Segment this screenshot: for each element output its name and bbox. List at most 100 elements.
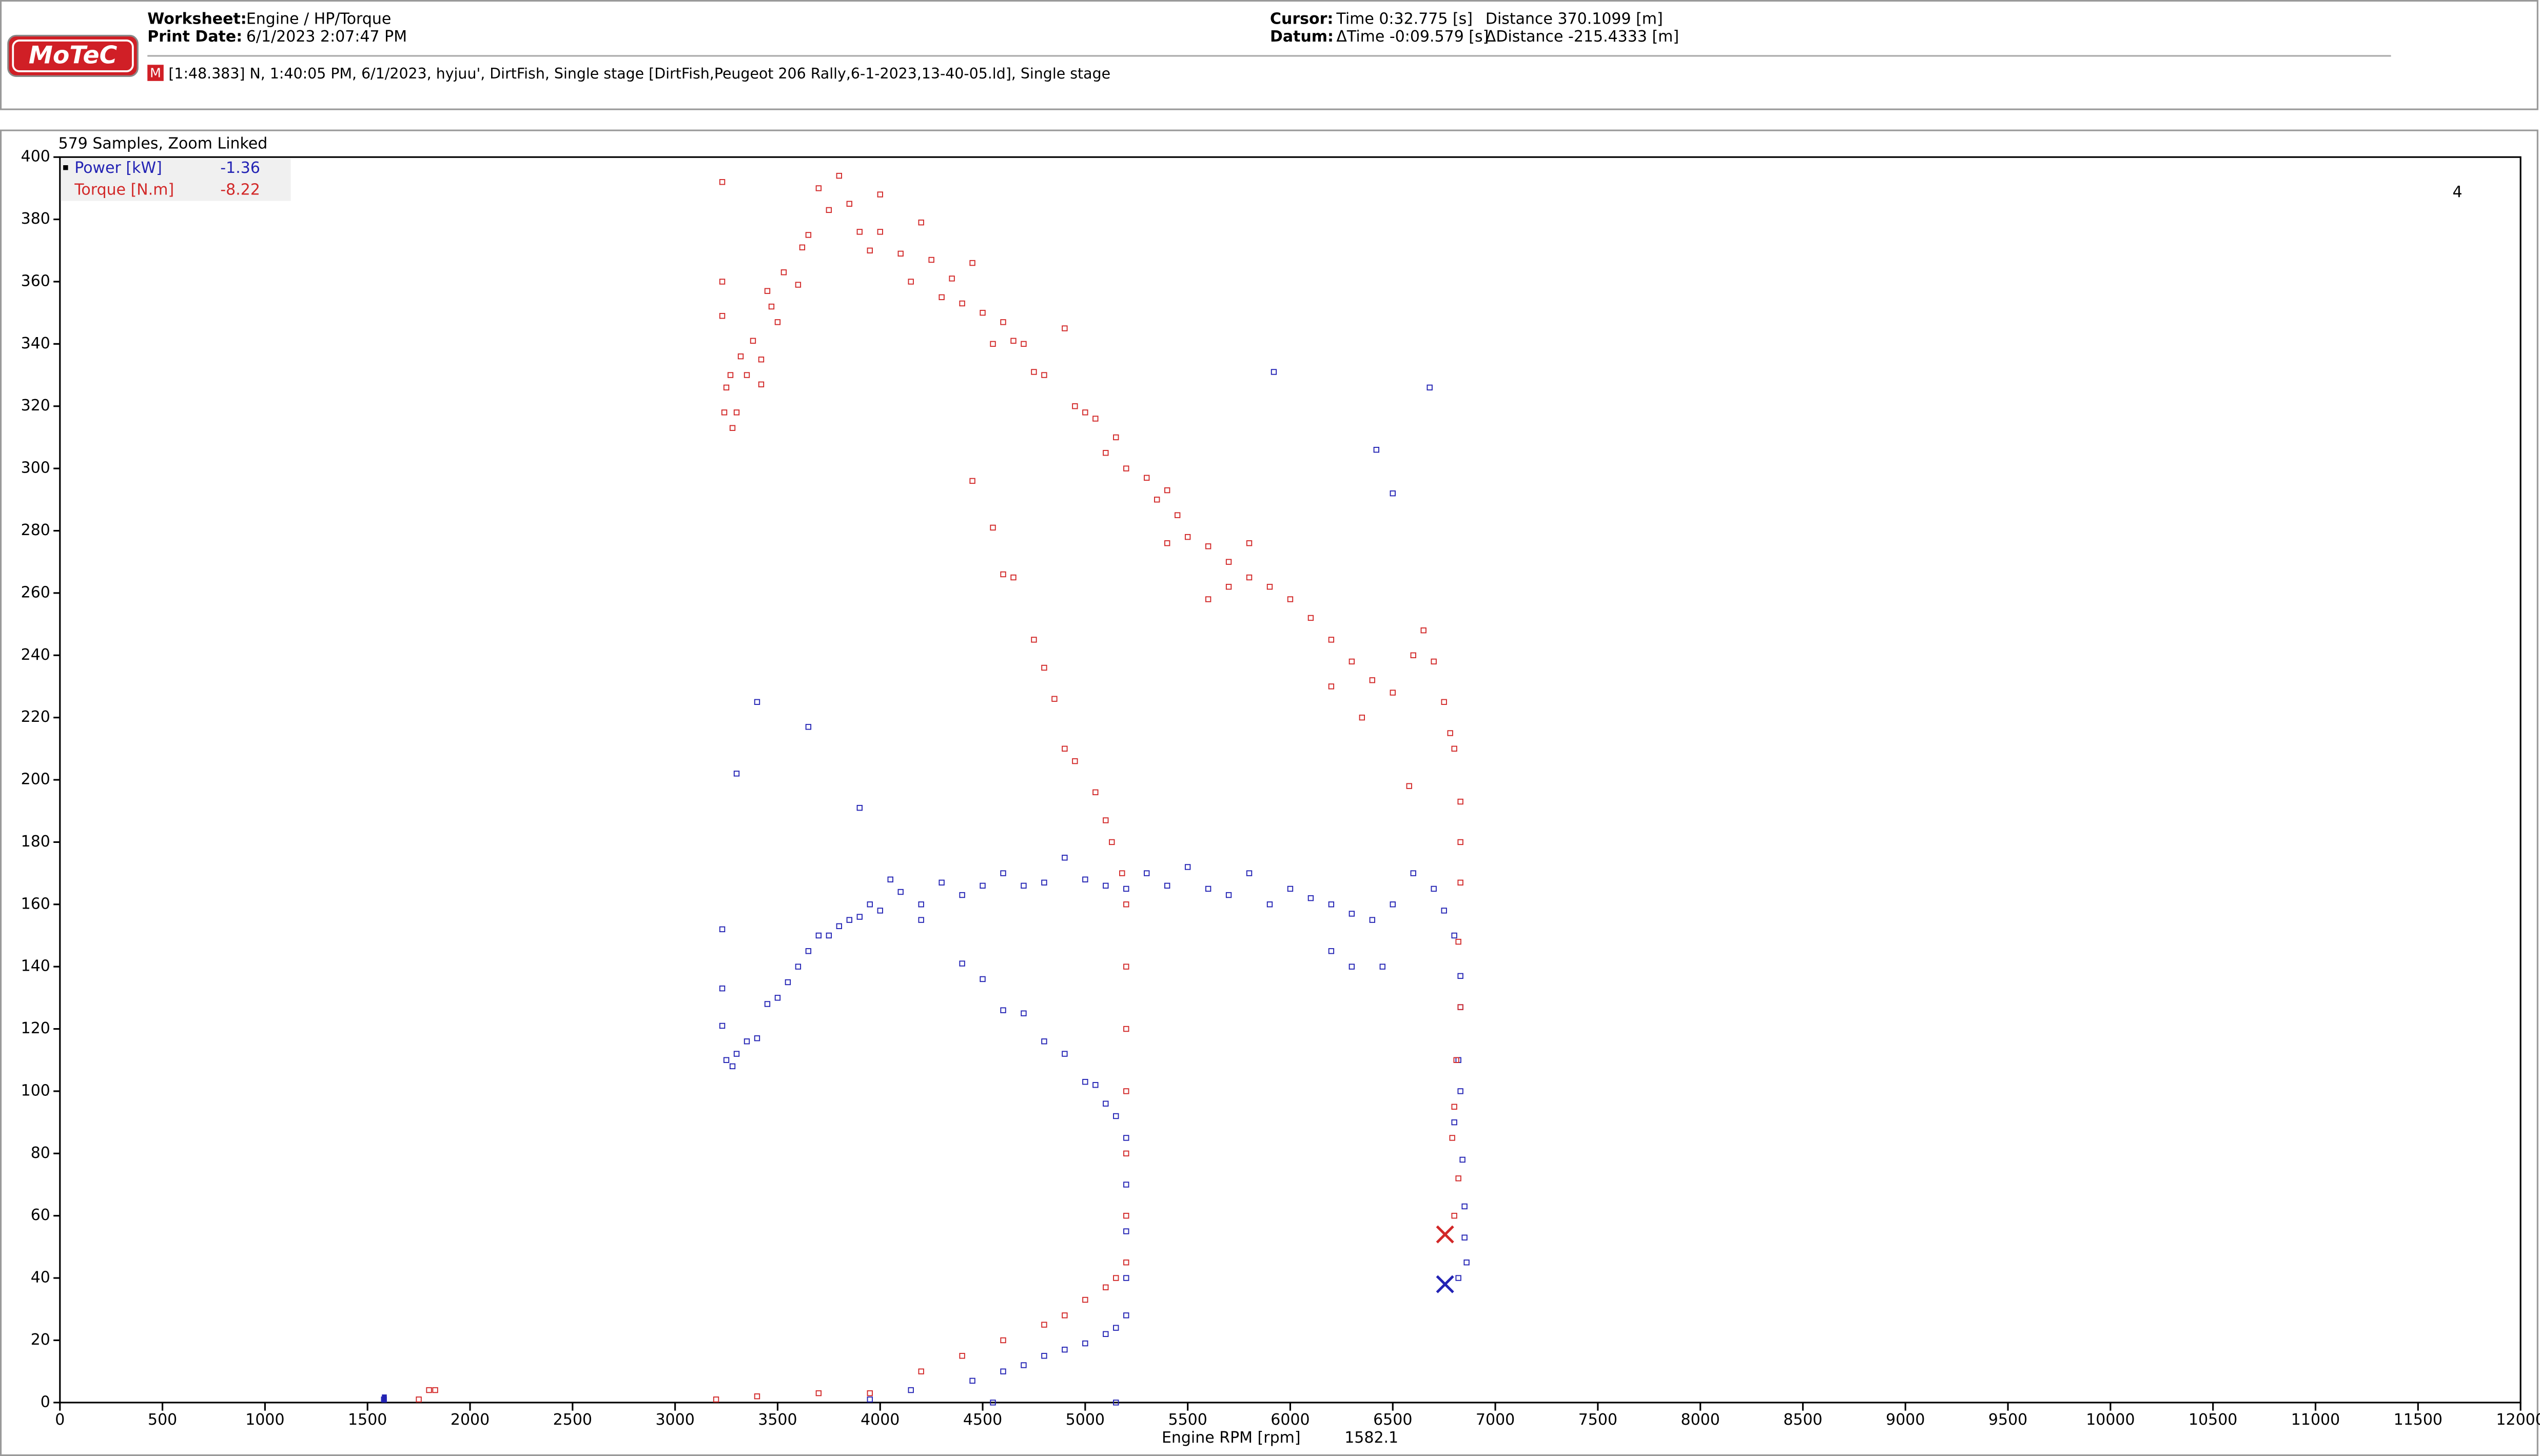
data-point bbox=[1457, 879, 1463, 886]
data-point bbox=[1154, 497, 1160, 503]
data-point bbox=[1072, 758, 1078, 764]
data-point bbox=[758, 357, 765, 363]
data-point bbox=[928, 257, 934, 263]
data-point bbox=[1184, 534, 1191, 540]
data-point bbox=[1307, 615, 1314, 621]
data-point bbox=[959, 1353, 965, 1359]
session-badge bbox=[147, 65, 164, 81]
data-point bbox=[826, 932, 832, 939]
data-point bbox=[1390, 690, 1396, 696]
data-point bbox=[969, 260, 975, 266]
data-point bbox=[1457, 839, 1463, 845]
data-point bbox=[1457, 1088, 1463, 1094]
data-point bbox=[744, 372, 750, 378]
data-point bbox=[867, 1390, 873, 1396]
data-point bbox=[1113, 434, 1119, 441]
data-point bbox=[1410, 652, 1416, 658]
data-point bbox=[1123, 1135, 1129, 1141]
data-point bbox=[1113, 1325, 1119, 1331]
y-tick-label: 80 bbox=[31, 1144, 50, 1162]
data-point bbox=[1225, 584, 1232, 590]
y-tick-label: 0 bbox=[41, 1393, 50, 1411]
data-point bbox=[780, 269, 787, 276]
data-point bbox=[1453, 1057, 1459, 1063]
data-point bbox=[846, 201, 852, 207]
data-point bbox=[1455, 938, 1461, 945]
data-point bbox=[432, 1387, 438, 1393]
data-point bbox=[723, 1057, 730, 1063]
data-point bbox=[758, 381, 765, 387]
data-point bbox=[1103, 1100, 1109, 1107]
data-point bbox=[1021, 882, 1027, 889]
data-point bbox=[1062, 1312, 1068, 1319]
data-point bbox=[1123, 1213, 1129, 1219]
data-point bbox=[719, 1022, 726, 1029]
data-point bbox=[969, 478, 975, 484]
x-tick-label: 4500 bbox=[963, 1411, 1002, 1429]
data-point bbox=[836, 172, 843, 179]
data-point bbox=[1144, 870, 1150, 876]
session-badge-text: M bbox=[150, 66, 161, 81]
data-point bbox=[1451, 1119, 1457, 1126]
data-point bbox=[1287, 596, 1294, 602]
data-point bbox=[1123, 1312, 1129, 1319]
label: Print Date: bbox=[147, 28, 242, 46]
data-point bbox=[1062, 1346, 1068, 1353]
y-tick-label: 180 bbox=[21, 833, 50, 851]
data-point bbox=[727, 372, 734, 378]
data-point bbox=[1000, 1368, 1006, 1374]
data-point bbox=[959, 960, 965, 967]
data-point bbox=[1266, 901, 1273, 908]
x-tick-label: 6000 bbox=[1271, 1411, 1310, 1429]
y-tick-label: 40 bbox=[31, 1269, 50, 1287]
data-point bbox=[1123, 1260, 1129, 1266]
data-point bbox=[1123, 886, 1129, 892]
value: ΔTime -0:09.579 [s] bbox=[1336, 28, 1489, 46]
data-point bbox=[1427, 384, 1433, 391]
data-point bbox=[1457, 973, 1463, 979]
data-point bbox=[1164, 882, 1170, 889]
data-point bbox=[887, 876, 893, 882]
legend-label: Power [kW] bbox=[74, 159, 162, 177]
data-point bbox=[1451, 1104, 1457, 1110]
data-point bbox=[1455, 1175, 1461, 1182]
data-point bbox=[918, 917, 924, 923]
logo bbox=[7, 34, 139, 77]
data-point bbox=[1123, 1228, 1129, 1234]
x-tick-label: 5000 bbox=[1066, 1411, 1105, 1429]
data-point bbox=[799, 244, 806, 250]
data-point bbox=[1369, 917, 1375, 923]
data-point bbox=[846, 917, 852, 923]
data-point bbox=[1000, 319, 1006, 325]
data-point bbox=[754, 699, 760, 705]
data-point bbox=[1041, 664, 1047, 671]
data-point bbox=[733, 409, 740, 416]
data-point bbox=[877, 229, 883, 235]
data-point bbox=[1082, 1079, 1088, 1085]
data-point bbox=[721, 409, 728, 416]
data-point bbox=[1144, 475, 1150, 481]
data-point bbox=[1123, 963, 1129, 970]
x-tick-label: 7500 bbox=[1578, 1411, 1617, 1429]
data-point bbox=[1010, 574, 1017, 581]
cursor-marker bbox=[1436, 1225, 1454, 1244]
data-point bbox=[1062, 1051, 1068, 1057]
data-point bbox=[1041, 372, 1047, 378]
data-point bbox=[1449, 1135, 1455, 1141]
data-point bbox=[805, 948, 812, 954]
data-point bbox=[1031, 369, 1037, 375]
data-point bbox=[1113, 1113, 1119, 1119]
x-tick-label: 10000 bbox=[2086, 1411, 2135, 1429]
data-point bbox=[1205, 543, 1212, 549]
data-point bbox=[1000, 870, 1006, 876]
y-tick-label: 300 bbox=[21, 459, 50, 477]
data-point bbox=[1205, 886, 1212, 892]
data-point bbox=[1000, 1337, 1006, 1344]
data-point bbox=[1082, 1340, 1088, 1347]
x-tick-label: 7000 bbox=[1476, 1411, 1515, 1429]
data-point bbox=[1420, 627, 1427, 634]
data-point bbox=[1113, 1400, 1119, 1406]
data-point bbox=[1082, 876, 1088, 882]
data-point bbox=[1447, 730, 1453, 736]
data-point bbox=[918, 219, 924, 226]
